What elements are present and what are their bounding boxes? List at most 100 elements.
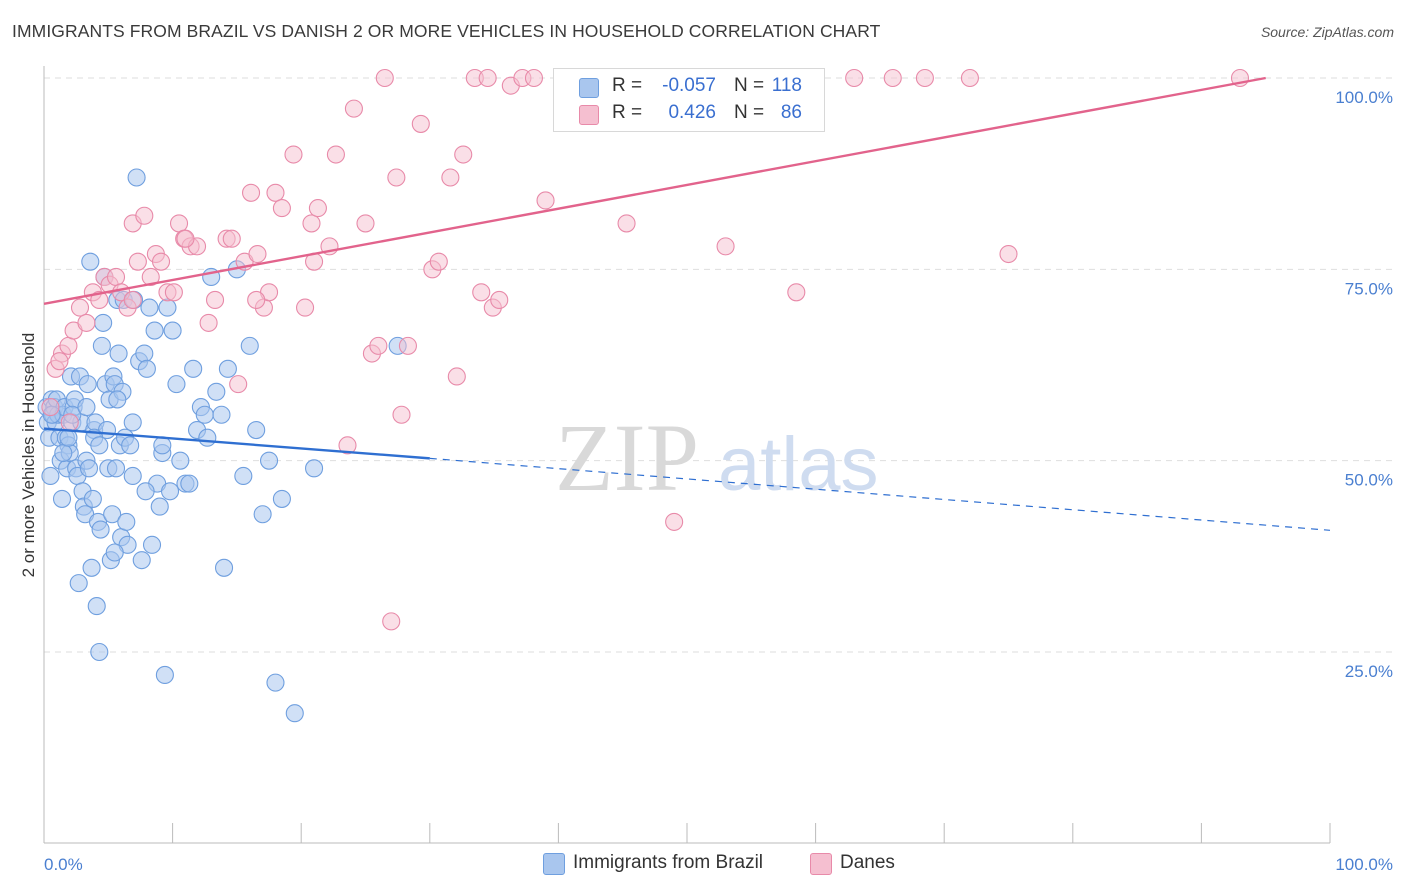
danes-trend-line bbox=[43, 76, 1266, 305]
bottom-legend-swatch-pink bbox=[810, 853, 832, 875]
y-tick-label: 75.0% bbox=[1345, 279, 1393, 298]
danes-point bbox=[665, 512, 684, 531]
brazil-point bbox=[218, 359, 237, 378]
brazil-point bbox=[272, 489, 291, 508]
danes-point bbox=[536, 191, 555, 210]
danes-point bbox=[77, 313, 96, 332]
danes-point bbox=[999, 244, 1018, 264]
danes-point bbox=[716, 237, 735, 256]
chart-title: IMMIGRANTS FROM BRAZIL VS DANISH 2 OR MO… bbox=[12, 21, 881, 41]
danes-point bbox=[915, 68, 934, 88]
danes-point bbox=[176, 229, 195, 248]
legend-r-label: R = bbox=[612, 102, 643, 123]
danes-point bbox=[123, 290, 142, 309]
danes-point bbox=[135, 206, 154, 225]
correlation-legend: R = -0.057 N = 118 R = 0.426 N = 86 bbox=[553, 68, 825, 132]
danes-point bbox=[248, 244, 267, 264]
danes-point bbox=[369, 336, 388, 355]
brazil-point bbox=[207, 382, 226, 401]
legend-row-brazil: R = -0.057 N = 118 bbox=[554, 73, 824, 101]
grid bbox=[44, 77, 1395, 653]
y-tick-label: 25.0% bbox=[1345, 662, 1393, 681]
brazil-point bbox=[54, 443, 73, 463]
brazil-point bbox=[198, 428, 217, 447]
watermark-atlas: atlas bbox=[718, 422, 879, 507]
legend-row-danes: R = 0.426 N = 86 bbox=[554, 100, 824, 128]
brazil-point bbox=[41, 466, 60, 486]
watermark: ZIP atlas bbox=[555, 404, 879, 511]
danes-point bbox=[266, 183, 285, 202]
danes-point bbox=[50, 352, 69, 371]
brazil-point bbox=[135, 344, 154, 363]
brazil-point bbox=[91, 520, 110, 539]
series-danes-points bbox=[41, 68, 1250, 631]
brazil-point bbox=[140, 298, 159, 317]
danes-point bbox=[375, 68, 394, 88]
bottom-legend-swatch-blue bbox=[543, 853, 565, 875]
danes-point bbox=[41, 398, 60, 417]
brazil-point bbox=[108, 390, 127, 409]
danes-point bbox=[141, 267, 160, 287]
brazil-point bbox=[81, 252, 100, 271]
danes-point bbox=[60, 413, 79, 432]
brazil-point bbox=[305, 459, 324, 478]
legend-n-value: 86 bbox=[780, 102, 802, 123]
brazil-point bbox=[132, 551, 151, 570]
brazil-point bbox=[247, 421, 266, 440]
legend-r-value: 0.426 bbox=[668, 102, 716, 123]
danes-point bbox=[411, 114, 430, 133]
danes-point bbox=[169, 214, 189, 233]
brazil-point bbox=[127, 168, 146, 187]
danes-point bbox=[344, 99, 363, 118]
y-axis-label: 2 or more Vehicles in Household bbox=[19, 333, 38, 578]
legend-n-label: N = bbox=[734, 75, 765, 96]
tick-labels: 25.0% 50.0% 75.0% 100.0% 0.0% 100.0% bbox=[44, 88, 1393, 874]
brazil-point bbox=[92, 336, 111, 355]
danes-point bbox=[128, 252, 147, 271]
danes-point bbox=[960, 68, 979, 88]
brazil-point bbox=[77, 398, 96, 417]
brazil-point bbox=[106, 459, 126, 478]
brazil-point bbox=[103, 505, 122, 524]
brazil-point bbox=[259, 451, 279, 470]
x-tick-label: 0.0% bbox=[44, 855, 83, 874]
brazil-point bbox=[117, 512, 136, 531]
brazil-point bbox=[109, 344, 128, 363]
brazil-point bbox=[136, 482, 155, 501]
brazil-point bbox=[150, 497, 169, 516]
brazil-point bbox=[123, 413, 142, 432]
danes-point bbox=[308, 199, 327, 218]
bottom-legend-label-brazil: Immigrants from Brazil bbox=[573, 852, 764, 873]
danes-point bbox=[284, 145, 303, 164]
danes-point bbox=[398, 336, 417, 355]
danes-point bbox=[524, 68, 544, 88]
danes-point bbox=[617, 214, 636, 233]
danes-point bbox=[106, 267, 126, 287]
legend-swatch-blue bbox=[579, 78, 599, 98]
legend-n-label: N = bbox=[734, 102, 765, 123]
source-label: Source: ZipAtlas.com bbox=[1260, 24, 1394, 40]
danes-point bbox=[222, 229, 241, 248]
danes-point bbox=[441, 168, 460, 187]
brazil-point bbox=[180, 474, 199, 493]
legend-swatch-pink bbox=[579, 105, 599, 125]
series-brazil-points bbox=[37, 168, 407, 723]
trend-lines bbox=[43, 76, 1331, 531]
danes-point bbox=[883, 68, 902, 88]
danes-point bbox=[382, 612, 401, 631]
danes-point bbox=[338, 436, 357, 455]
brazil-point bbox=[163, 321, 182, 340]
brazil-point bbox=[171, 451, 190, 470]
brazil-point bbox=[78, 375, 97, 394]
brazil-point bbox=[90, 642, 109, 662]
danes-point bbox=[845, 68, 864, 88]
brazil-point bbox=[214, 558, 234, 577]
danes-point bbox=[326, 145, 345, 164]
danes-point bbox=[490, 290, 509, 309]
brazil-point bbox=[87, 597, 106, 616]
danes-point bbox=[205, 290, 225, 309]
brazil-point bbox=[285, 704, 304, 723]
legend-r-value: -0.057 bbox=[662, 75, 716, 96]
danes-point bbox=[356, 214, 375, 233]
